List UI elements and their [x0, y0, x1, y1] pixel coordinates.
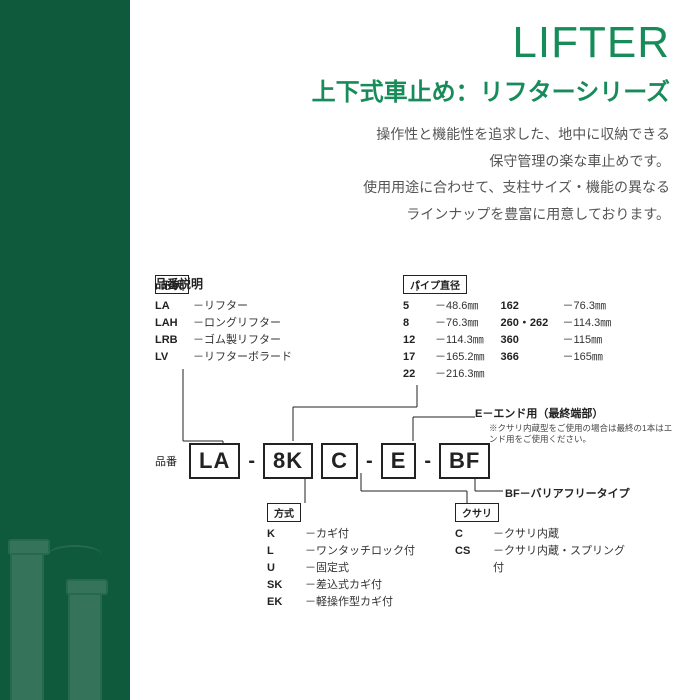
- dash: -: [248, 450, 255, 473]
- part-number-row: 品番 LA - 8K C - E - BF: [155, 443, 490, 479]
- shape-list: LA－リフター LAH－ロングリフター LRB－ゴム製リフター LV－リフターボ…: [155, 298, 300, 366]
- list-item: 12－114.3㎜: [403, 332, 485, 349]
- list-item: EK－軽操作型カギ付: [267, 594, 437, 611]
- list-item: LRB－ゴム製リフター: [155, 332, 300, 349]
- list-item: K－カギ付: [267, 526, 437, 543]
- list-item: L－ワンタッチロック付: [267, 543, 437, 560]
- shape-label: 形状: [155, 275, 189, 294]
- list-item: 17－165.2㎜: [403, 349, 485, 366]
- list-item: LAH－ロングリフター: [155, 315, 300, 332]
- header: LIFTER 上下式車止め：リフターシリーズ 操作性と機能性を追求した、地中に収…: [312, 18, 670, 227]
- bollard-illustration: [68, 585, 102, 700]
- partno-label: 品番: [155, 453, 177, 469]
- list-item: 360－115㎜: [501, 332, 612, 349]
- partno-segment: 8K: [263, 443, 313, 479]
- desc-line: ラインナップを豊富に用意しております。: [312, 201, 670, 228]
- partno-segment: C: [321, 443, 358, 479]
- list-item: C－クサリ内蔵: [455, 526, 635, 543]
- desc-line: 保守管理の楽な車止めです。: [312, 148, 670, 175]
- list-item: LA－リフター: [155, 298, 300, 315]
- bf-note: BF－バリアフリータイプ: [505, 485, 630, 501]
- bollard-illustration: [10, 545, 44, 700]
- part-number-diagram: 品番説明 形状 LA－リフター LAH－ロングリフター LRB－ゴム製リフター …: [155, 275, 685, 298]
- dash: -: [366, 450, 373, 473]
- list-item: 366－165㎜: [501, 349, 612, 366]
- desc-line: 操作性と機能性を追求した、地中に収納できる: [312, 121, 670, 148]
- side-green-panel: [0, 0, 130, 700]
- title-english: LIFTER: [312, 18, 670, 68]
- method-label: 方式: [267, 503, 301, 522]
- dash: -: [424, 450, 431, 473]
- chain-illustration: [48, 545, 102, 565]
- partno-segment: BF: [439, 443, 490, 479]
- list-item: 5－48.6㎜: [403, 298, 485, 315]
- list-item: 22－216.3㎜: [403, 366, 485, 383]
- partno-segment: E: [381, 443, 417, 479]
- list-item: SK－差込式カギ付: [267, 577, 437, 594]
- list-item: 162－76.3㎜: [501, 298, 612, 315]
- list-item: U－固定式: [267, 560, 437, 577]
- shape-block: 形状 LA－リフター LAH－ロングリフター LRB－ゴム製リフター LV－リフ…: [155, 275, 300, 366]
- list-item: CS－クサリ内蔵・スプリング付: [455, 543, 635, 577]
- description: 操作性と機能性を追求した、地中に収納できる 保守管理の楽な車止めです。 使用用途…: [312, 121, 670, 227]
- chain-block: クサリ C－クサリ内蔵 CS－クサリ内蔵・スプリング付: [455, 503, 635, 577]
- desc-line: 使用用途に合わせて、支柱サイズ・機能の異なる: [312, 174, 670, 201]
- chain-label: クサリ: [455, 503, 499, 522]
- partno-segment: LA: [189, 443, 240, 479]
- method-block: 方式 K－カギ付 L－ワンタッチロック付 U－固定式 SK－差込式カギ付 EK－…: [267, 503, 437, 611]
- title-japanese: 上下式車止め：リフターシリーズ: [312, 72, 670, 107]
- list-item: LV－リフターボラード: [155, 349, 300, 366]
- end-note: E－エンド用（最終端部） ※クサリ内蔵型をご使用の場合は最終の1本はエンド用をご…: [475, 405, 675, 446]
- list-item: 8－76.3㎜: [403, 315, 485, 332]
- pipe-block: パイプ直径 5－48.6㎜ 8－76.3㎜ 12－114.3㎜ 17－165.2…: [403, 275, 673, 383]
- pipe-label: パイプ直径: [403, 275, 467, 294]
- list-item: 260・262－114.3㎜: [501, 315, 612, 332]
- end-note-small: ※クサリ内蔵型をご使用の場合は最終の1本はエンド用をご使用ください。: [475, 423, 675, 446]
- end-note-label: E－エンド用（最終端部）: [475, 405, 675, 421]
